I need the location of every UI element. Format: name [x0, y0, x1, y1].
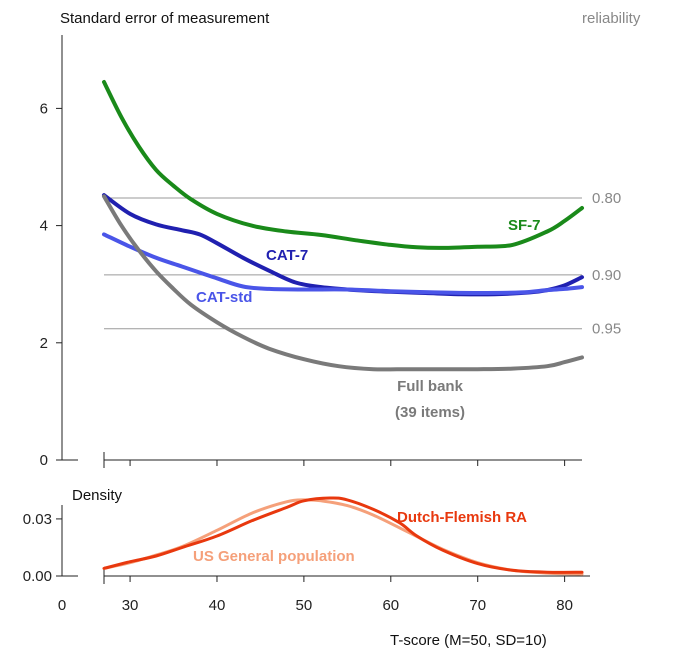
reliability-label: 0.90	[592, 267, 621, 284]
sem-chart-title: Standard error of measurement	[60, 10, 270, 27]
density-x-tick-label: 30	[122, 597, 139, 614]
reliability-lines: 0.80 0.90 0.95	[104, 190, 621, 338]
density-x-tick-label: 60	[382, 597, 399, 614]
sem-series-line-0	[102, 80, 584, 250]
density-x-ticks: 0 30 40 50 60 70 80	[58, 576, 573, 614]
density-y-tick-label: 0.00	[23, 568, 52, 585]
density-x-tick-label: 80	[556, 597, 573, 614]
series-label-cat-std: CAT-std	[196, 289, 252, 306]
series-label-dutch-flemish: Dutch-Flemish RA	[397, 509, 527, 526]
sem-x-ticks	[129, 460, 566, 466]
x-axis-label: T-score (M=50, SD=10)	[390, 632, 547, 649]
density-x-tick-label: 0	[58, 597, 66, 614]
sem-y-tick-label: 6	[40, 100, 48, 117]
reliability-label: 0.95	[592, 321, 621, 338]
sem-series-line-3	[102, 194, 584, 372]
series-label-sf7: SF-7	[508, 217, 541, 234]
series-label-us-general: US General population	[193, 548, 355, 565]
reliability-label: 0.80	[592, 190, 621, 207]
density-y-tick-label: 0.03	[23, 511, 52, 528]
series-label-full-bank-line1: Full bank	[397, 378, 463, 395]
sem-y-ticks: 0 2 4 6	[40, 100, 62, 469]
sem-y-tick-label: 0	[40, 452, 48, 469]
density-series-line-1	[102, 496, 584, 574]
sem-series	[102, 80, 584, 372]
density-series	[102, 496, 584, 576]
sem-y-tick-label: 2	[40, 335, 48, 352]
reliability-header: reliability	[582, 10, 641, 27]
density-title: Density	[72, 487, 123, 504]
density-x-tick-label: 70	[469, 597, 486, 614]
sem-y-tick-label: 4	[40, 218, 48, 235]
series-label-full-bank-line2: (39 items)	[395, 404, 465, 421]
density-x-tick-label: 50	[296, 597, 313, 614]
series-label-cat7: CAT-7	[266, 247, 308, 264]
sem-series-line-2	[102, 232, 584, 295]
density-y-ticks: 0.00 0.03	[23, 511, 62, 585]
density-x-tick-label: 40	[209, 597, 226, 614]
